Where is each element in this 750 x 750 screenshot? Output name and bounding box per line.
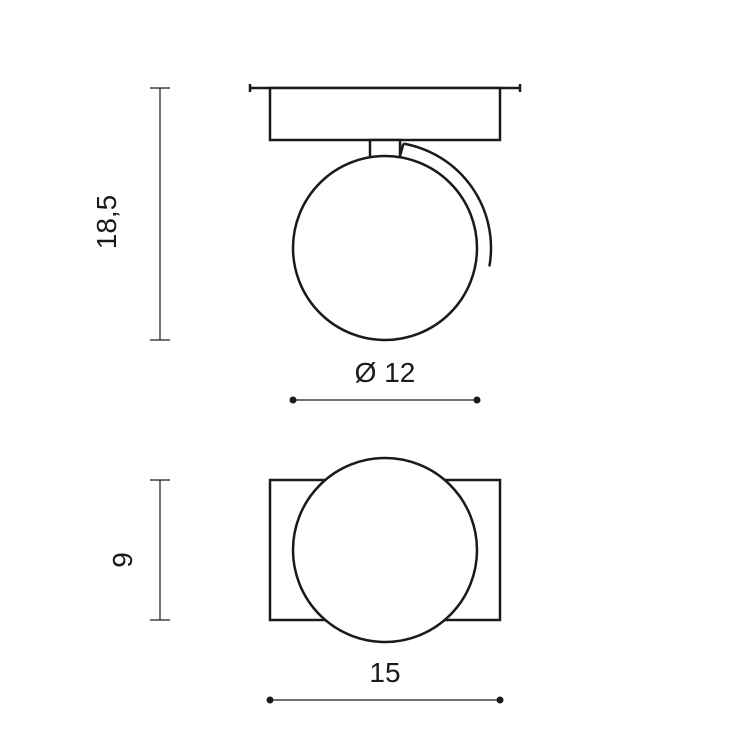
bottom-view: [270, 458, 500, 642]
dim-height: 18,5: [91, 88, 170, 340]
globe-front: [293, 156, 477, 340]
dim-diameter-label: Ø 12: [355, 357, 416, 388]
canopy-rect: [270, 88, 500, 140]
globe-bottom: [293, 458, 477, 642]
front-view: [250, 84, 520, 340]
dim-diameter: Ø 12: [290, 357, 481, 404]
dim-depth: 9: [107, 480, 170, 620]
dim-width: 15: [267, 657, 504, 704]
dim-height-label: 18,5: [91, 195, 122, 250]
dim-depth-label: 9: [107, 552, 138, 568]
dim-width-label: 15: [369, 657, 400, 688]
